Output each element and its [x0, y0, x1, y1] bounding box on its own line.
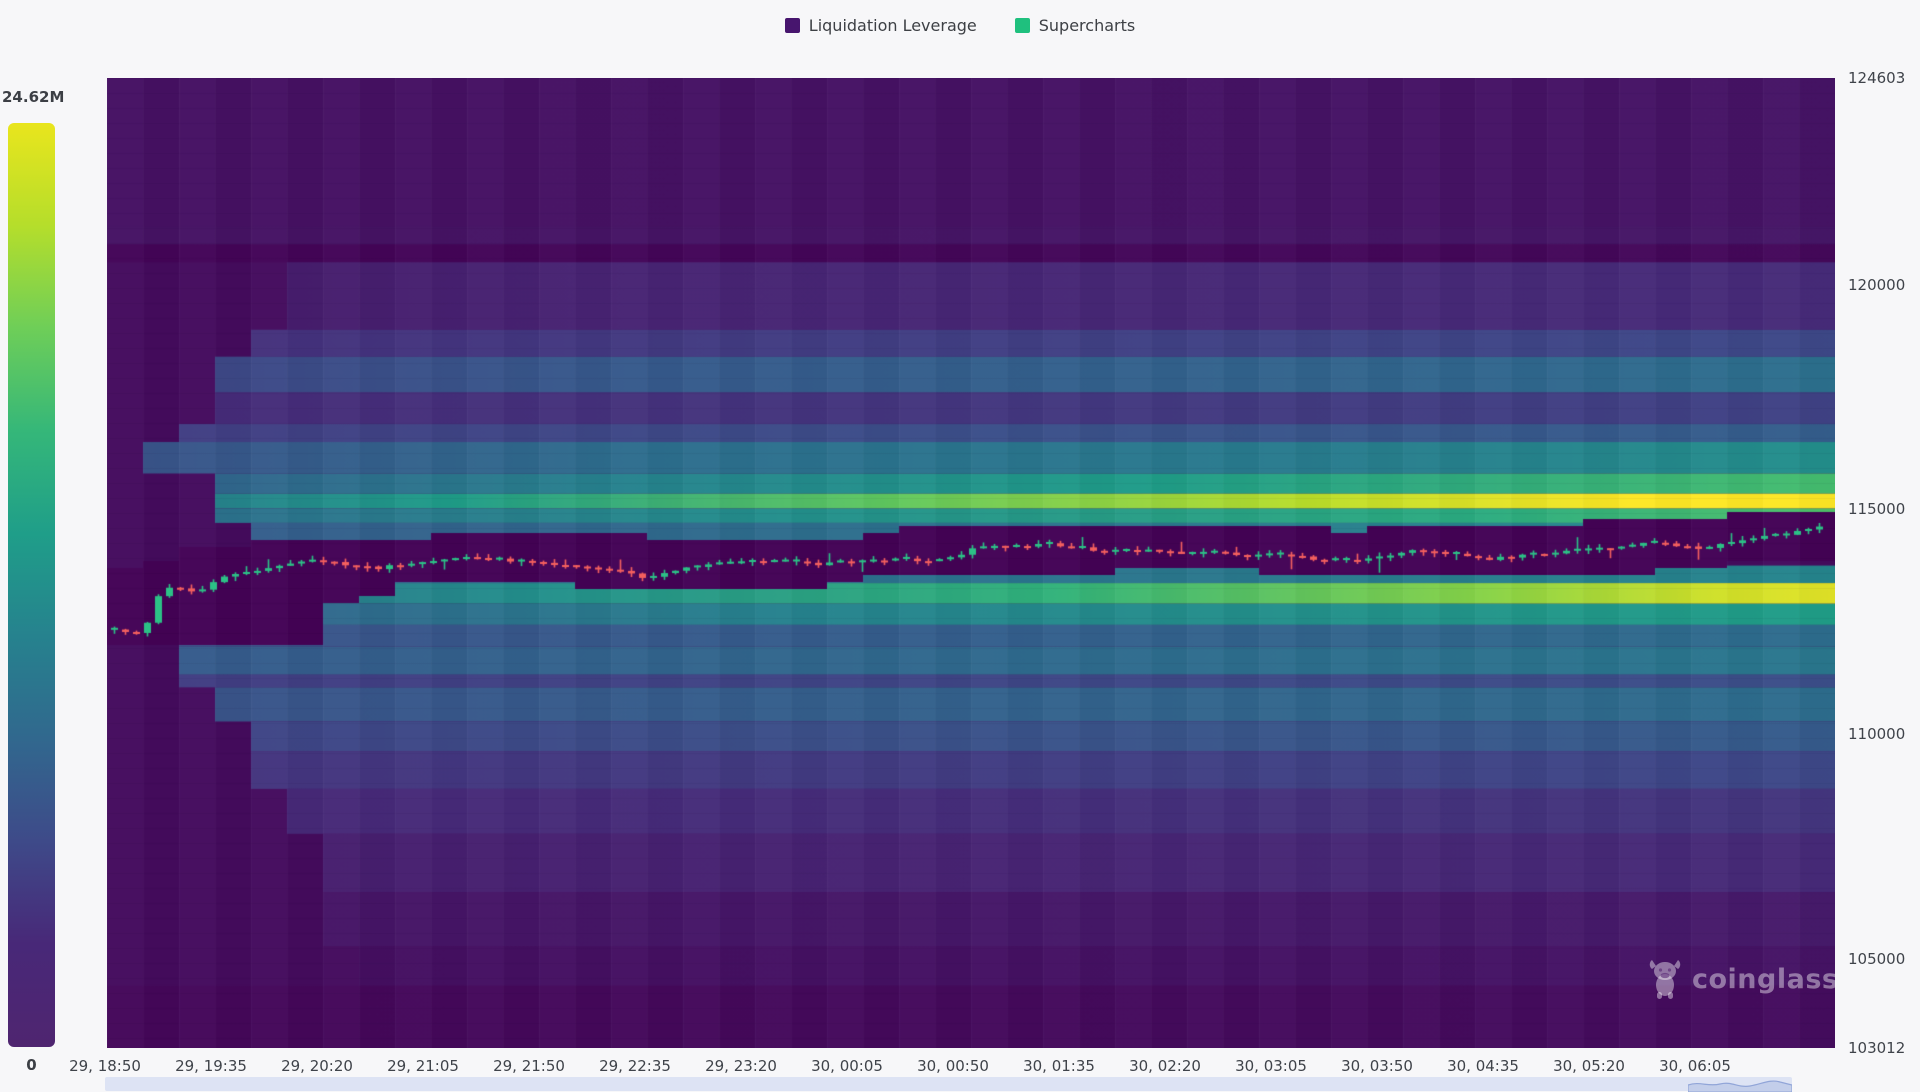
- time-axis-tick: 30, 05:20: [1553, 1057, 1625, 1075]
- time-axis-tick: 30, 02:20: [1129, 1057, 1201, 1075]
- navigator-preview-wave-icon: [1688, 1080, 1792, 1092]
- legend-item-supercharts[interactable]: Supercharts: [1014, 16, 1136, 35]
- time-navigator-scrollbar[interactable]: [105, 1077, 1792, 1091]
- time-axis-tick: 29, 21:05: [387, 1057, 459, 1075]
- legend-label-liquidation-leverage: Liquidation Leverage: [808, 16, 977, 35]
- time-axis-tick: 30, 00:50: [917, 1057, 989, 1075]
- legend-item-liquidation-leverage[interactable]: Liquidation Leverage: [784, 16, 977, 35]
- colorbar-gradient: [8, 123, 55, 1047]
- colorbar-max-label: 24.62M: [2, 88, 65, 106]
- time-axis-tick: 29, 23:20: [705, 1057, 777, 1075]
- price-axis-tick: 115000: [1848, 500, 1906, 519]
- time-axis-tick: 30, 00:05: [811, 1057, 883, 1075]
- price-axis-tick: 124603: [1848, 69, 1906, 87]
- time-axis-tick: 29, 21:50: [493, 1057, 565, 1075]
- time-axis-tick: 30, 03:50: [1341, 1057, 1413, 1075]
- chart-legend: Liquidation Leverage Supercharts: [0, 16, 1920, 35]
- liquidation-leverage-swatch-icon: [784, 18, 800, 33]
- liquidation-heatmap-canvas[interactable]: [107, 78, 1835, 1048]
- supercharts-swatch-icon: [1014, 18, 1030, 33]
- time-axis-tick: 30, 04:35: [1447, 1057, 1519, 1075]
- price-axis-tick: 110000: [1848, 725, 1906, 744]
- time-axis-tick: 30, 01:35: [1023, 1057, 1095, 1075]
- colorbar-min-label: 0: [26, 1056, 37, 1074]
- price-axis-tick: 103012: [1848, 1039, 1906, 1057]
- time-axis-tick: 29, 18:50: [69, 1057, 141, 1075]
- time-axis-tick: 30, 03:05: [1235, 1057, 1307, 1075]
- time-axis-tick: 29, 22:35: [599, 1057, 671, 1075]
- price-axis-tick: 120000: [1848, 275, 1906, 294]
- time-axis-tick: 29, 19:35: [175, 1057, 247, 1075]
- time-axis-tick: 29, 20:20: [281, 1057, 353, 1075]
- time-axis-tick: 30, 06:05: [1659, 1057, 1731, 1075]
- legend-label-supercharts: Supercharts: [1038, 16, 1136, 35]
- price-axis-tick: 105000: [1848, 949, 1906, 968]
